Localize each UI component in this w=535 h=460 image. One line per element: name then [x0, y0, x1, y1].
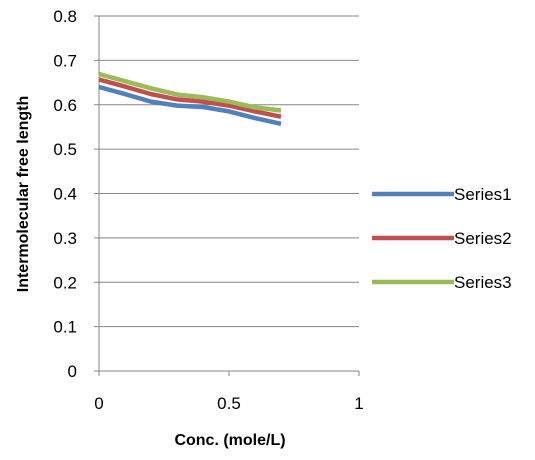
x-tick-label: 0.5	[217, 394, 241, 413]
y-tick-label: 0.7	[53, 51, 77, 70]
y-tick-label: 0	[68, 362, 77, 381]
axes	[94, 15, 360, 376]
y-axis-label: Intermolecular free length	[15, 96, 32, 293]
x-tick-label: 1	[354, 394, 363, 413]
y-tick-label: 0.3	[53, 229, 77, 248]
y-tick-label: 0.6	[53, 96, 77, 115]
x-tick-label: 0	[94, 394, 103, 413]
series-line-3	[98, 71, 282, 113]
y-tick-label: 0.5	[53, 140, 77, 159]
y-tick-label: 0.2	[53, 273, 77, 292]
legend: Series1 Series2 Series3	[372, 185, 512, 292]
y-tick-label: 0.1	[53, 318, 77, 337]
series-line-1	[98, 84, 282, 126]
y-tick-label: 0.8	[53, 7, 77, 26]
legend-label-1: Series1	[454, 185, 512, 204]
legend-label-3: Series3	[454, 273, 512, 292]
legend-label-2: Series2	[454, 229, 512, 248]
gridlines	[99, 15, 359, 328]
series-lines	[98, 71, 282, 126]
series-line-2	[98, 77, 282, 119]
tick-labels: 0 0.1 0.2 0.3 0.4 0.5 0.6 0.7 0.8 0 0.5 1	[53, 7, 363, 413]
x-axis-label: Conc. (mole/L)	[174, 432, 285, 449]
y-tick-label: 0.4	[53, 185, 77, 204]
